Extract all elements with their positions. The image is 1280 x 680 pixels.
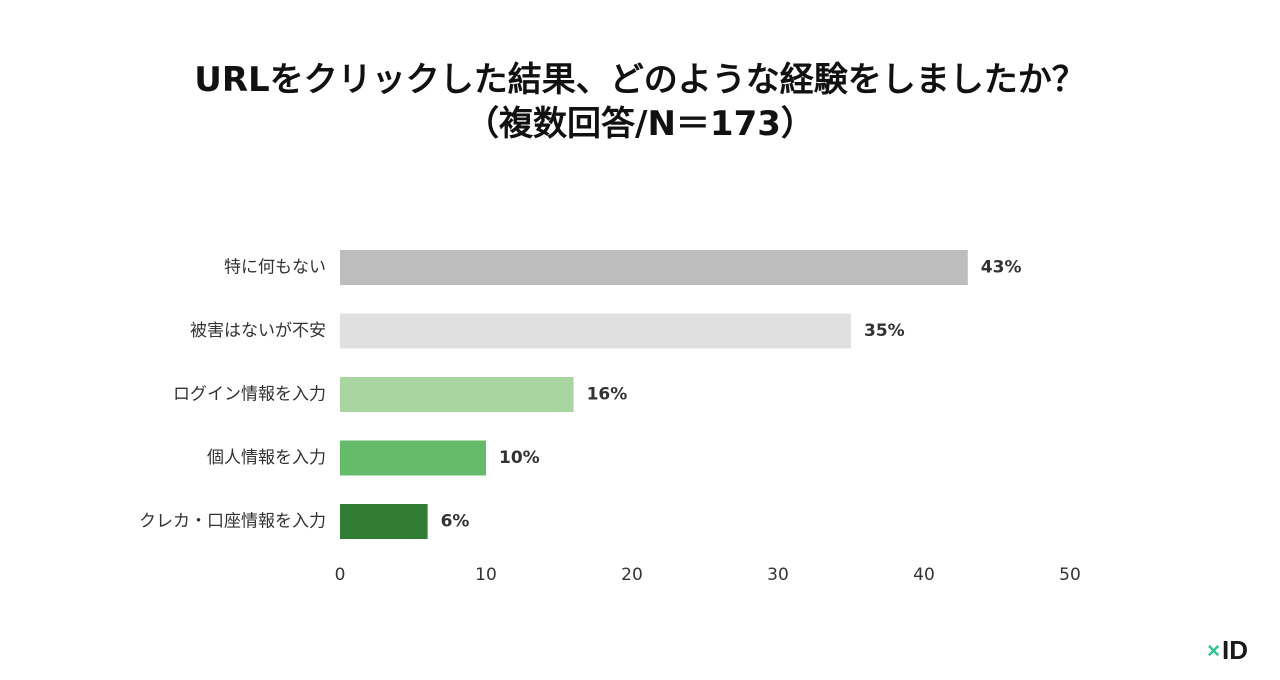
bar <box>340 504 428 539</box>
data-label: 6% <box>441 512 470 532</box>
data-label: 43% <box>981 258 1022 278</box>
x-tick-label: 20 <box>621 565 643 585</box>
x-tick-label: 30 <box>767 565 789 585</box>
chart-title-line1: URLをクリックした結果、どのような経験をしましたか？ <box>194 60 1086 100</box>
xid-logo: × ID <box>1207 635 1248 666</box>
category-label: クレカ・口座情報を入力 <box>139 512 326 532</box>
x-tick-label: 0 <box>335 565 346 585</box>
bar <box>340 250 968 285</box>
bar <box>340 313 851 349</box>
logo-mark-icon: × <box>1207 637 1220 663</box>
category-label: 個人情報を入力 <box>207 448 326 468</box>
bar <box>340 377 574 412</box>
x-tick-label: 50 <box>1059 565 1081 585</box>
logo-text: ID <box>1222 635 1248 665</box>
category-label: 特に何もない <box>224 258 326 278</box>
data-label: 35% <box>864 321 905 341</box>
chart-title-line2: （複数回答/N＝173） <box>465 104 815 144</box>
category-label: 被害はないが不安 <box>190 321 326 341</box>
x-tick-label: 40 <box>913 565 935 585</box>
data-label: 16% <box>587 385 628 405</box>
x-tick-label: 10 <box>475 565 497 585</box>
bar <box>340 440 486 476</box>
data-label: 10% <box>499 448 540 468</box>
category-label: ログイン情報を入力 <box>173 385 326 405</box>
chart-title: URLをクリックした結果、どのような経験をしましたか？ （複数回答/N＝173） <box>0 58 1280 146</box>
